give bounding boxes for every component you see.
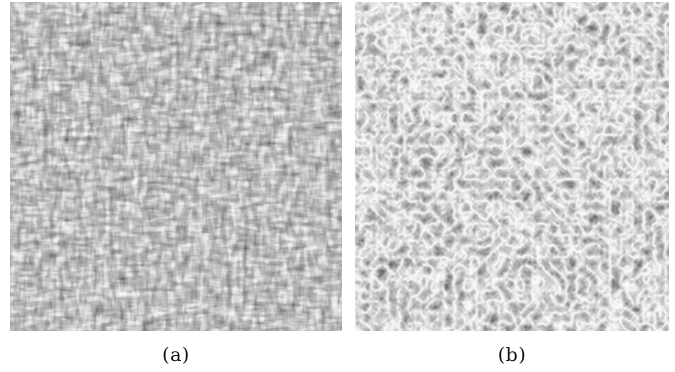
panel-b-caption: (b) (497, 344, 527, 366)
panel-a: (a) (10, 2, 342, 370)
texture-image-a (10, 2, 342, 331)
panel-b: (b) (355, 2, 669, 370)
texture-image-b (355, 2, 669, 331)
panel-a-caption: (a) (162, 344, 190, 366)
